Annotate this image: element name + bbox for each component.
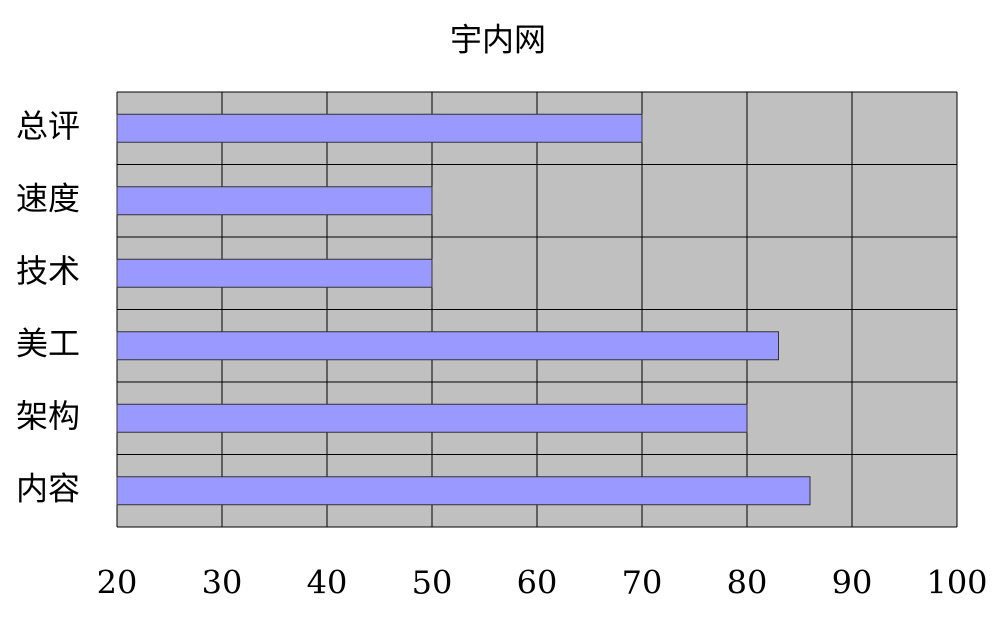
x-tick-label: 30	[202, 564, 243, 602]
bar	[116, 476, 811, 506]
x-tick-label: 100	[926, 564, 987, 602]
y-tick-label: 技术	[16, 252, 80, 290]
y-tick-label: 美工	[16, 324, 80, 362]
x-tick-label: 60	[517, 564, 558, 602]
bar	[116, 403, 748, 433]
x-tick-label: 20	[97, 564, 138, 602]
y-tick-label: 速度	[16, 179, 80, 217]
y-tick-label: 架构	[16, 397, 80, 435]
x-tick-label: 80	[727, 564, 768, 602]
chart-title: 宇内网	[450, 21, 546, 59]
x-tick-label: 40	[307, 564, 348, 602]
bar	[116, 186, 433, 216]
bar	[116, 113, 643, 143]
y-tick-label: 内容	[16, 469, 80, 507]
x-tick-label: 50	[412, 564, 453, 602]
x-tick-label: 70	[622, 564, 663, 602]
x-tick-label: 90	[832, 564, 873, 602]
y-tick-label: 总评	[16, 107, 80, 145]
bar	[116, 258, 433, 288]
bar	[116, 331, 779, 361]
